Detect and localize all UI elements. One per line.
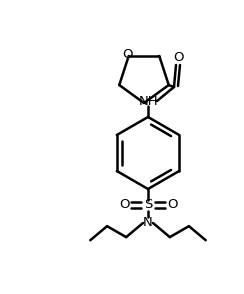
Text: O: O <box>173 51 183 64</box>
Text: N: N <box>143 216 153 230</box>
Text: O: O <box>119 198 129 211</box>
Text: O: O <box>122 49 133 61</box>
Text: S: S <box>144 198 152 211</box>
Text: O: O <box>167 198 177 211</box>
Text: NH: NH <box>139 94 159 108</box>
